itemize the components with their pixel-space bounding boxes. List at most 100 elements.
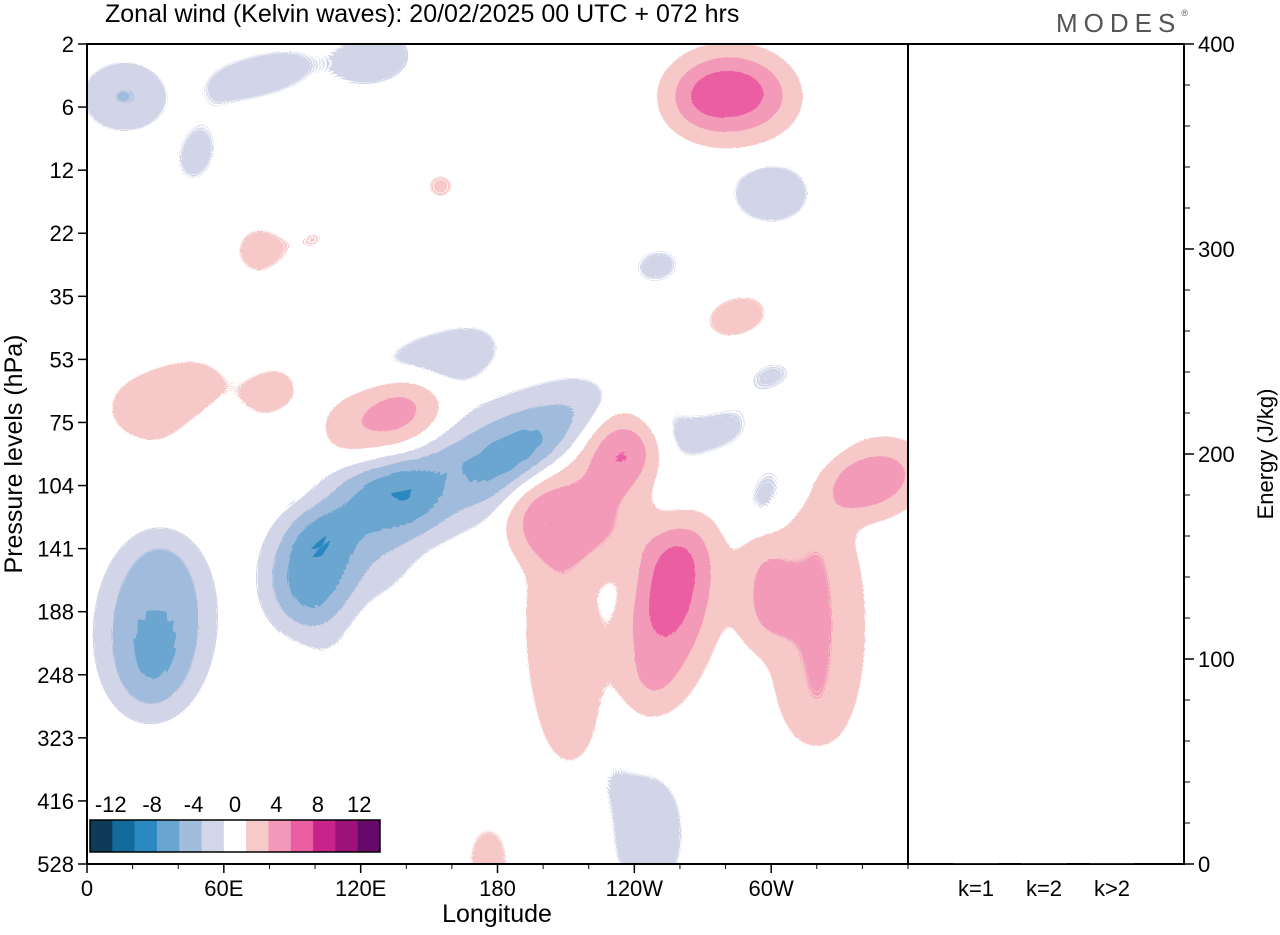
westerly-anomaly [519,489,568,558]
colorbar-swatch [246,820,269,852]
y-tick-label: 2 [62,32,74,57]
easterly-anomaly [304,514,335,566]
colorbar-swatch [134,820,158,852]
energy-panel-frame [907,43,1185,865]
colorbar-label: -8 [142,792,162,817]
energy-bar [953,863,999,864]
x-tick-label: 120W [606,876,664,901]
easterly-anomaly [513,239,550,272]
easterly-anomaly [623,247,691,285]
colorbar-swatch [335,820,358,852]
y-tick-label: 104 [37,474,74,499]
colorbar-swatch [223,820,247,852]
easterly-anomaly [189,51,327,101]
westerly-anomaly [656,532,677,593]
energy-tick-label: 300 [1198,237,1235,262]
easterly-anomaly [644,410,761,459]
colorbar-swatch [268,820,292,852]
energy-category-label: k=1 [958,876,994,901]
westerly-anomaly [690,82,715,115]
energy-tick-label: 100 [1198,647,1235,672]
y-tick-label: 248 [37,663,74,688]
x-axis: 0 60E 120E 180 120W 60W [81,864,909,901]
x-tick-label: 0 [81,876,93,901]
westerly-anomaly [618,457,633,470]
easterly-anomaly [177,114,216,193]
colorbar-label: 8 [312,792,324,817]
y-tick-label: 75 [50,410,74,435]
colorbar-swatch [156,820,180,852]
colorbar-label: -12 [95,792,127,817]
colorbar-legend: -12 -8 -4 0 4 8 12 [89,792,381,853]
brand-logo: MODES® [1056,8,1188,39]
westerly-anomaly [109,368,225,425]
colorbar-swatch [201,820,225,852]
colorbar-border [89,819,381,853]
easterly-anomaly [437,460,458,477]
y-tick-label: 528 [37,852,74,877]
westerly-anomaly [517,170,546,203]
y-tick-label: 141 [37,537,74,562]
colorbar-swatch [357,820,381,852]
colorbar-label: 4 [270,792,282,817]
x-axis-label: Longitude [442,900,552,928]
colorbar-swatch [290,820,314,852]
x-tick-label: 60E [204,876,243,901]
energy-axis: 0 100 200 300 400 [1184,32,1235,877]
energy-axis-label: Energy (J/kg) [1253,389,1278,520]
easterly-anomaly [732,357,811,395]
y-tick-label: 22 [50,221,74,246]
energy-category-label: k>2 [1094,876,1130,901]
easterly-anomaly [332,45,412,73]
y-axis: 2 6 12 22 35 53 75 104 141 188 248 323 416 528 [37,32,87,877]
y-tick-label: 35 [50,284,74,309]
x-tick-label: 60W [749,876,794,901]
y-tick-label: 188 [37,600,74,625]
brand-name: MODES [1056,8,1182,38]
westerly-anomaly [145,415,166,436]
easterly-anomaly [378,471,435,516]
colorbar-label: 0 [229,792,241,817]
easterly-anomaly [141,611,170,684]
easterly-anomaly [618,773,679,864]
westerly-anomaly [474,814,503,864]
energy-tick-label: 200 [1198,442,1235,467]
westerly-anomaly [398,403,415,416]
westerly-anomaly [748,529,777,650]
chart-title: Zonal wind (Kelvin waves): 20/02/2025 00… [105,0,739,28]
westerly-anomaly [607,443,644,472]
brand-mark: ® [1181,8,1188,18]
easterly-anomaly [271,510,359,629]
y-tick-label: 323 [37,726,74,751]
westerly-anomaly [238,226,279,275]
easterly-anomaly [736,445,783,602]
energy-tick-label: 0 [1198,852,1210,877]
heatmap-field [87,44,908,864]
easterly-anomaly [731,167,812,220]
y-tick-label: 416 [37,789,74,814]
colorbar-label: -4 [184,792,204,817]
westerly-anomaly [698,299,776,334]
easterly-anomaly [353,328,505,405]
energy-tick-label: 400 [1198,32,1235,57]
colorbar-swatch [179,820,202,852]
x-tick-label: 120E [335,876,386,901]
x-tick-label: 180 [479,876,516,901]
y-tick-label: 53 [50,347,74,372]
y-axis-label: Pressure levels (hPa) [0,335,28,574]
colorbar-swatch [112,820,135,852]
westerly-anomaly [418,172,463,201]
westerly-anomaly [533,548,598,768]
y-tick-label: 12 [50,158,74,183]
westerly-anomaly [289,223,341,256]
colorbar-swatch [313,820,336,852]
energy-category-label: k=2 [1026,876,1062,901]
colorbar-swatch [90,820,113,852]
colorbar-label: 12 [347,792,371,817]
westerly-anomaly [825,467,900,508]
westerly-anomaly [776,505,857,746]
energy-bars: k=1 k=2 k>2 [953,862,1135,901]
energy-bar [1089,862,1135,864]
